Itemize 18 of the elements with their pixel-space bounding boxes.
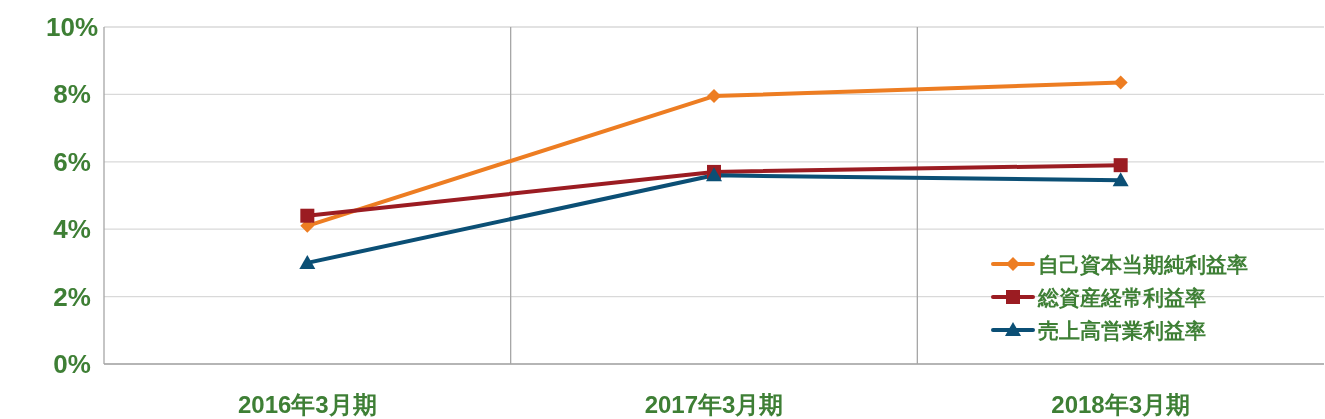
legend-label: 売上高営業利益率 <box>1038 319 1206 342</box>
point <box>299 254 316 269</box>
y-tick-label: 10% <box>45 12 99 42</box>
y-tick-label: 2% <box>53 281 91 312</box>
point <box>1113 158 1128 173</box>
x-tick-label: 2018年3月期 <box>1051 391 1191 418</box>
y-tick-label: 0% <box>53 349 91 379</box>
legend-label: 自己資本当期純利益率 <box>1038 253 1248 277</box>
x-tick-label: 2017年3月期 <box>644 391 784 418</box>
y-tick-label: 6% <box>53 146 91 177</box>
y-tick-label: 4% <box>53 214 91 245</box>
point <box>1112 172 1129 187</box>
x-tick-label: 2016年3月期 <box>237 391 377 418</box>
point <box>707 89 721 104</box>
y-tick-label: 8% <box>53 79 91 110</box>
point <box>1113 75 1128 90</box>
legend-label: 総資産経常利益率 <box>1037 286 1206 310</box>
point <box>300 208 315 223</box>
